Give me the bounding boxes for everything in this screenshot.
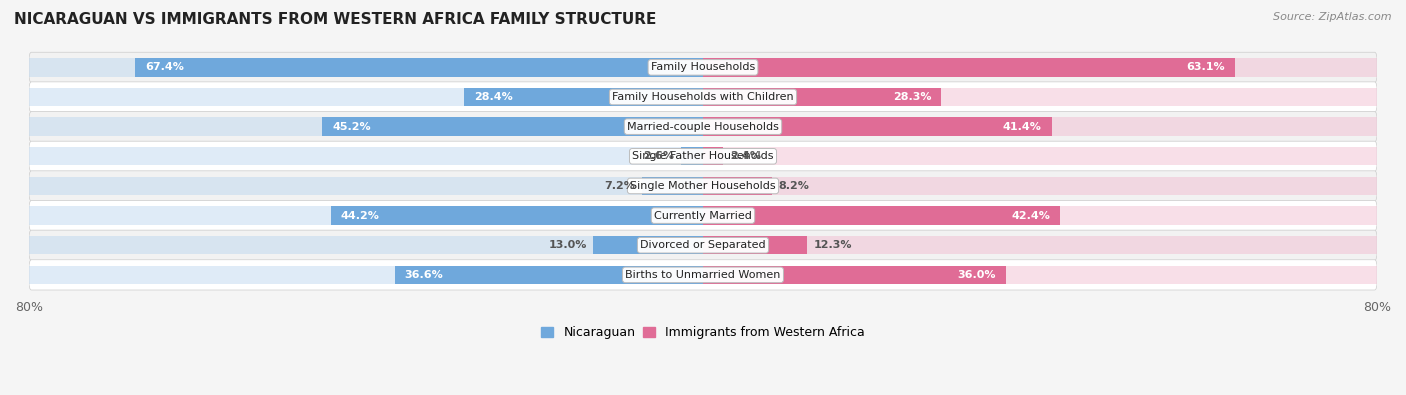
Text: Single Father Households: Single Father Households — [633, 151, 773, 161]
Bar — [703, 88, 942, 106]
Bar — [30, 147, 703, 166]
Legend: Nicaraguan, Immigrants from Western Africa: Nicaraguan, Immigrants from Western Afri… — [536, 321, 870, 344]
Bar — [593, 236, 703, 254]
Text: Married-couple Households: Married-couple Households — [627, 122, 779, 132]
Text: 42.4%: 42.4% — [1011, 211, 1050, 220]
Text: Single Mother Households: Single Mother Households — [630, 181, 776, 191]
Text: Family Households: Family Households — [651, 62, 755, 72]
Bar — [703, 147, 1376, 166]
Text: 63.1%: 63.1% — [1185, 62, 1225, 72]
FancyBboxPatch shape — [30, 82, 1376, 112]
Bar — [703, 147, 723, 166]
Bar — [681, 147, 703, 166]
Bar — [703, 266, 1376, 284]
Bar — [703, 207, 1376, 225]
Bar — [703, 58, 1376, 77]
Text: 28.4%: 28.4% — [474, 92, 513, 102]
Bar — [703, 177, 1376, 195]
FancyBboxPatch shape — [30, 52, 1376, 83]
Text: 44.2%: 44.2% — [340, 211, 380, 220]
Text: 67.4%: 67.4% — [145, 62, 184, 72]
Text: 12.3%: 12.3% — [813, 240, 852, 250]
Text: 36.0%: 36.0% — [957, 270, 997, 280]
Bar — [30, 236, 703, 254]
Bar — [30, 58, 703, 77]
Bar — [135, 58, 703, 77]
Text: Births to Unmarried Women: Births to Unmarried Women — [626, 270, 780, 280]
Bar — [703, 58, 1234, 77]
Bar — [30, 117, 703, 136]
Bar — [703, 117, 1376, 136]
Bar — [395, 266, 703, 284]
Bar — [30, 266, 703, 284]
Text: NICARAGUAN VS IMMIGRANTS FROM WESTERN AFRICA FAMILY STRUCTURE: NICARAGUAN VS IMMIGRANTS FROM WESTERN AF… — [14, 12, 657, 27]
Text: 13.0%: 13.0% — [548, 240, 586, 250]
Bar — [703, 266, 1007, 284]
Text: 2.6%: 2.6% — [644, 151, 675, 161]
Text: Family Households with Children: Family Households with Children — [612, 92, 794, 102]
Text: 28.3%: 28.3% — [893, 92, 931, 102]
Bar — [703, 88, 1376, 106]
Bar — [330, 207, 703, 225]
Text: 41.4%: 41.4% — [1002, 122, 1042, 132]
Bar — [30, 88, 703, 106]
Bar — [643, 177, 703, 195]
FancyBboxPatch shape — [30, 230, 1376, 260]
Bar — [703, 236, 1376, 254]
Text: Source: ZipAtlas.com: Source: ZipAtlas.com — [1274, 12, 1392, 22]
FancyBboxPatch shape — [30, 201, 1376, 231]
Bar — [703, 207, 1060, 225]
FancyBboxPatch shape — [30, 111, 1376, 142]
Bar — [464, 88, 703, 106]
FancyBboxPatch shape — [30, 141, 1376, 171]
Text: 36.6%: 36.6% — [405, 270, 443, 280]
Bar — [703, 177, 772, 195]
Bar — [322, 117, 703, 136]
Text: 8.2%: 8.2% — [779, 181, 810, 191]
FancyBboxPatch shape — [30, 171, 1376, 201]
Bar — [703, 236, 807, 254]
Text: Divorced or Separated: Divorced or Separated — [640, 240, 766, 250]
Text: 7.2%: 7.2% — [605, 181, 636, 191]
Text: 45.2%: 45.2% — [332, 122, 371, 132]
Bar — [30, 207, 703, 225]
Bar — [703, 117, 1052, 136]
Text: Currently Married: Currently Married — [654, 211, 752, 220]
Bar — [30, 177, 703, 195]
Text: 2.4%: 2.4% — [730, 151, 761, 161]
FancyBboxPatch shape — [30, 260, 1376, 290]
